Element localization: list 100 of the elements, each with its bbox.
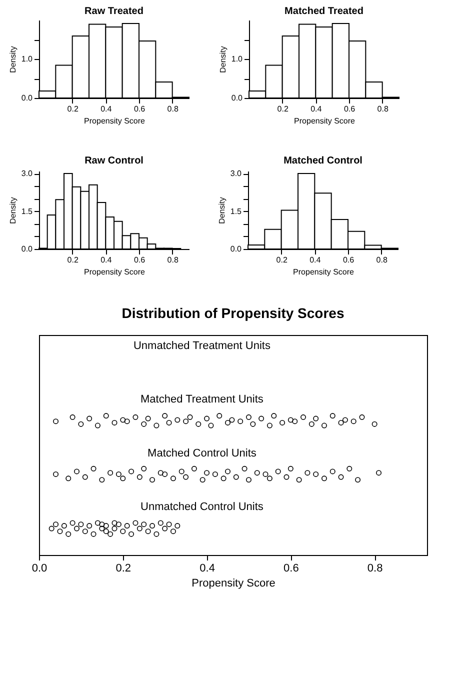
point — [258, 416, 264, 422]
x-tick-label: 0.0 — [32, 562, 48, 574]
point — [86, 523, 92, 528]
point — [74, 526, 80, 532]
point — [70, 414, 76, 420]
point — [313, 416, 319, 422]
point — [128, 468, 134, 474]
x-axis-title: Propensity Score — [294, 116, 356, 126]
point — [220, 476, 226, 482]
point — [86, 416, 92, 422]
x-tick-label: 0.2 — [67, 104, 79, 114]
point — [280, 420, 286, 426]
point — [359, 414, 365, 420]
point — [158, 520, 164, 526]
point — [90, 466, 96, 472]
chart-title: Raw Control — [84, 156, 144, 167]
point — [238, 418, 244, 424]
x-tick-label: 0.2 — [276, 256, 288, 264]
series-label: Matched Control Units — [148, 447, 257, 460]
point — [330, 413, 336, 418]
x-tick-label: 0.4 — [200, 562, 215, 574]
y-tick-label: 0.0 — [21, 244, 34, 254]
x-tick-label: 0.8 — [167, 104, 179, 114]
point — [266, 476, 272, 482]
x-tick-label: 0.6 — [134, 256, 146, 264]
point — [99, 477, 105, 483]
point — [233, 474, 239, 480]
point — [170, 528, 176, 534]
point — [304, 470, 310, 476]
point — [124, 523, 130, 528]
point — [120, 417, 126, 423]
point — [53, 522, 59, 528]
point — [141, 466, 147, 472]
point — [292, 418, 298, 424]
series-label: Unmatched Control Units — [140, 501, 264, 514]
point — [154, 422, 160, 428]
point — [120, 528, 126, 534]
x-tick-label: 0.4 — [310, 104, 322, 114]
point — [141, 421, 147, 427]
point — [187, 414, 193, 420]
point — [112, 420, 118, 426]
point — [145, 416, 151, 422]
point — [246, 477, 252, 483]
point — [53, 418, 59, 424]
point — [254, 470, 260, 476]
point — [321, 422, 327, 428]
y-tick-label: 0.0 — [230, 244, 242, 254]
y-tick-label: 1.0 — [21, 54, 34, 64]
point — [275, 468, 281, 474]
point — [208, 422, 214, 428]
point — [136, 526, 142, 532]
point — [141, 522, 147, 528]
point — [82, 474, 88, 480]
point — [66, 531, 72, 537]
point — [162, 413, 168, 418]
x-tick-label: 0.8 — [377, 104, 389, 114]
point — [288, 466, 294, 472]
x-tick-label: 0.4 — [310, 256, 322, 264]
point — [136, 474, 142, 480]
point — [321, 476, 327, 482]
point — [120, 476, 126, 482]
x-tick-label: 0.8 — [376, 256, 388, 264]
point — [196, 421, 202, 427]
point — [212, 472, 218, 477]
point — [162, 472, 168, 477]
legend-label: Unmatched Treatment Units — [133, 340, 271, 352]
x-axis-title: Propensity Score — [84, 116, 146, 126]
point — [242, 466, 248, 472]
point — [78, 421, 84, 427]
point — [246, 414, 252, 420]
x-tick-label: 0.6 — [342, 256, 355, 264]
point — [103, 413, 109, 418]
point — [266, 422, 272, 428]
chart-title: Distribution of Propensity Scores — [122, 305, 344, 321]
point — [225, 468, 230, 474]
point — [166, 420, 172, 426]
point — [128, 531, 134, 537]
point — [66, 476, 72, 482]
point — [103, 528, 109, 534]
point — [132, 520, 138, 526]
point — [183, 474, 189, 480]
point — [216, 413, 222, 418]
point — [78, 522, 84, 528]
point — [229, 417, 235, 423]
point — [178, 468, 184, 474]
series-label: Matched Treatment Units — [140, 394, 264, 406]
chart-title: Matched Control — [284, 156, 363, 167]
point — [174, 417, 180, 423]
point — [94, 520, 100, 526]
point — [154, 531, 160, 537]
point — [108, 470, 114, 476]
y-tick-label: 3.0 — [230, 169, 242, 178]
y-axis-title: Density — [8, 197, 18, 224]
point — [162, 526, 168, 532]
x-axis-title: Propensity Score — [192, 578, 276, 590]
x-tick-label: 0.2 — [67, 256, 79, 264]
point — [53, 472, 59, 477]
point — [191, 466, 197, 472]
point — [74, 468, 80, 474]
point — [116, 522, 122, 528]
